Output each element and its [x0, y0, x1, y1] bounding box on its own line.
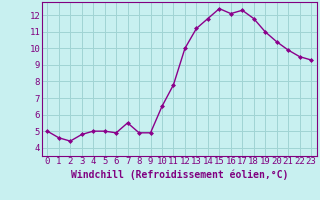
X-axis label: Windchill (Refroidissement éolien,°C): Windchill (Refroidissement éolien,°C): [70, 169, 288, 180]
